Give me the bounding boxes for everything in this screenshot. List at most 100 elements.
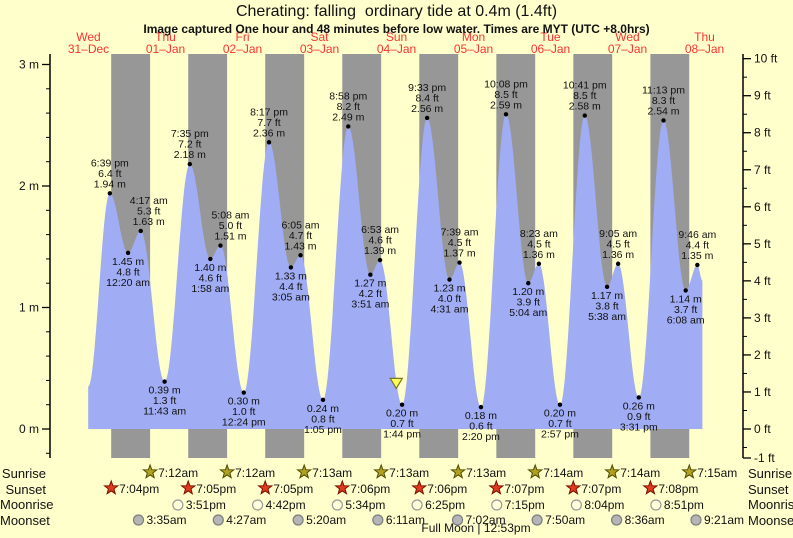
tide-annotation-high: 1.63 m xyxy=(133,216,165,228)
moonrise-time: 8:51pm xyxy=(664,498,704,512)
moonset-time: 4:27am xyxy=(226,513,266,527)
day-of-week-label: Fri xyxy=(236,30,250,44)
tide-annotation-low: 0.7 ft xyxy=(390,418,413,430)
sunrise-time: 7:13am xyxy=(312,466,352,480)
sunrise-star-icon xyxy=(296,463,313,479)
moonset-circle-icon xyxy=(531,514,543,526)
day-of-week-label: Sat xyxy=(310,30,329,44)
tide-annotation-low: 0.26 m xyxy=(623,400,655,412)
tide-annotation-high: 8.3 ft xyxy=(652,95,675,107)
tide-point-dot xyxy=(288,265,294,270)
tide-annotation-low: 11:43 am xyxy=(143,406,186,418)
sunset-time: 7:06pm xyxy=(427,482,467,496)
tide-annotation-low: 1:44 pm xyxy=(383,429,421,441)
moonrise-circle-icon xyxy=(172,499,184,511)
tide-point-dot xyxy=(536,261,542,266)
sunset-star-icon xyxy=(180,479,197,495)
tide-point-dot xyxy=(125,250,131,256)
sunrise-time: 7:15am xyxy=(697,466,737,480)
left-axis-label: 1 m xyxy=(19,301,39,315)
tide-annotation-low: 5:38 am xyxy=(588,311,626,323)
tide-point-dot xyxy=(266,140,272,145)
sunrise-time: 7:12am xyxy=(235,466,275,480)
moonrise-time: 8:04pm xyxy=(584,498,624,512)
tide-annotation-low: 3:05 am xyxy=(272,291,310,303)
tide-annotation-low: 3:51 am xyxy=(351,299,389,311)
day-date-label: 07–Jan xyxy=(608,42,647,56)
tide-annotation-high: 6:05 am xyxy=(282,219,320,231)
tide-annotation-low: 12:24 pm xyxy=(222,417,266,429)
capture-position-marker xyxy=(389,377,404,390)
tide-annotation-high: 10:41 pm xyxy=(563,80,607,92)
left-axis-label: 2 m xyxy=(19,179,39,193)
tide-annotation-high: 7:35 pm xyxy=(171,128,209,140)
tide-annotation-high: 2.18 m xyxy=(174,149,206,161)
tide-annotation-high: 11:13 pm xyxy=(642,84,685,96)
tide-point-dot xyxy=(447,277,452,282)
tide-point-dot xyxy=(138,228,143,234)
tide-annotation-high: 9:33 pm xyxy=(408,82,446,94)
tide-annotation-high: 2.49 m xyxy=(332,111,364,123)
tide-annotation-low: 1.23 m xyxy=(433,283,465,295)
sunset-time: 7:07pm xyxy=(504,482,544,496)
tide-annotation-high: 9:46 am xyxy=(678,229,716,241)
row-label-sunrise-right: Sunrise xyxy=(748,466,793,481)
tide-annotation-low: 1.40 m xyxy=(194,262,226,274)
tide-annotation-low: 3.7 ft xyxy=(674,304,697,316)
tide-annotation-high: 4.6 ft xyxy=(368,235,391,247)
tide-point-dot xyxy=(695,262,700,268)
moonrise-time: 4:42pm xyxy=(266,498,306,512)
day-date-label: 04–Jan xyxy=(377,42,416,56)
right-axis-label: 2 ft xyxy=(754,348,771,362)
tide-annotation-high: 1.94 m xyxy=(94,178,126,190)
right-axis-label: 8 ft xyxy=(754,126,771,140)
day-date-label: 02–Jan xyxy=(223,42,262,56)
sunset-star-icon xyxy=(103,479,120,495)
tide-annotation-high: 5:08 am xyxy=(211,210,249,222)
moonset-circle-icon xyxy=(132,514,145,526)
moonset-time: 5:20am xyxy=(306,513,346,527)
tide-annotation-high: 8:17 pm xyxy=(250,106,288,118)
right-axis-label: 3 ft xyxy=(754,311,771,325)
tide-annotation-high: 1.43 m xyxy=(284,240,316,252)
tide-annotation-high: 2.54 m xyxy=(647,105,679,117)
tide-annotation-high: 6:53 am xyxy=(361,224,399,236)
tide-annotation-low: 0.39 m xyxy=(149,385,181,397)
tide-annotation-low: 0.20 m xyxy=(386,408,418,420)
right-axis-label: 0 ft xyxy=(754,422,771,436)
sunrise-time: 7:13am xyxy=(389,466,429,480)
moonset-circle-icon xyxy=(690,514,702,526)
tide-annotation-high: 8:23 am xyxy=(520,228,558,240)
tide-annotation-high: 5.3 ft xyxy=(137,205,160,217)
tide-point-dot xyxy=(503,112,509,117)
moonset-time: 7:02am xyxy=(466,513,506,527)
tide-annotation-low: 1.27 m xyxy=(354,278,386,290)
moonrise-circle-icon xyxy=(411,499,423,511)
day-date-label: 31–Dec xyxy=(68,42,109,56)
tide-annotation-low: 1.45 m xyxy=(112,256,144,268)
moonrise-time: 6:25pm xyxy=(425,498,465,512)
tide-annotation-high: 1.37 m xyxy=(443,248,475,260)
tide-annotation-high: 1.36 m xyxy=(523,249,555,261)
tide-annotation-low: 1:05 pm xyxy=(304,424,342,436)
day-of-week-label: Thu xyxy=(694,30,715,44)
sunset-star-icon xyxy=(642,479,659,495)
right-axis-label: 9 ft xyxy=(754,89,771,103)
tide-annotation-low: 4.0 ft xyxy=(438,293,461,305)
moonrise-circle-icon xyxy=(650,499,662,511)
tide-annotation-low: 1.3 ft xyxy=(153,395,176,407)
day-date-label: 06–Jan xyxy=(531,42,570,56)
sunrise-star-icon xyxy=(219,463,236,479)
sunrise-star-icon xyxy=(527,463,544,479)
moonset-circle-icon xyxy=(372,514,384,526)
tide-annotation-high: 4.5 ft xyxy=(527,238,550,250)
tide-annotation-high: 10:08 pm xyxy=(484,78,528,90)
tide-point-dot xyxy=(346,124,351,129)
moonset-time: 3:35am xyxy=(146,513,186,527)
left-axis-label: 0 m xyxy=(19,422,39,436)
tide-annotation-high: 2.36 m xyxy=(253,127,285,139)
tide-point-dot xyxy=(187,161,193,167)
tide-point-dot xyxy=(557,402,563,407)
sunset-time: 7:04pm xyxy=(119,482,159,496)
sunrise-star-icon xyxy=(142,463,159,479)
